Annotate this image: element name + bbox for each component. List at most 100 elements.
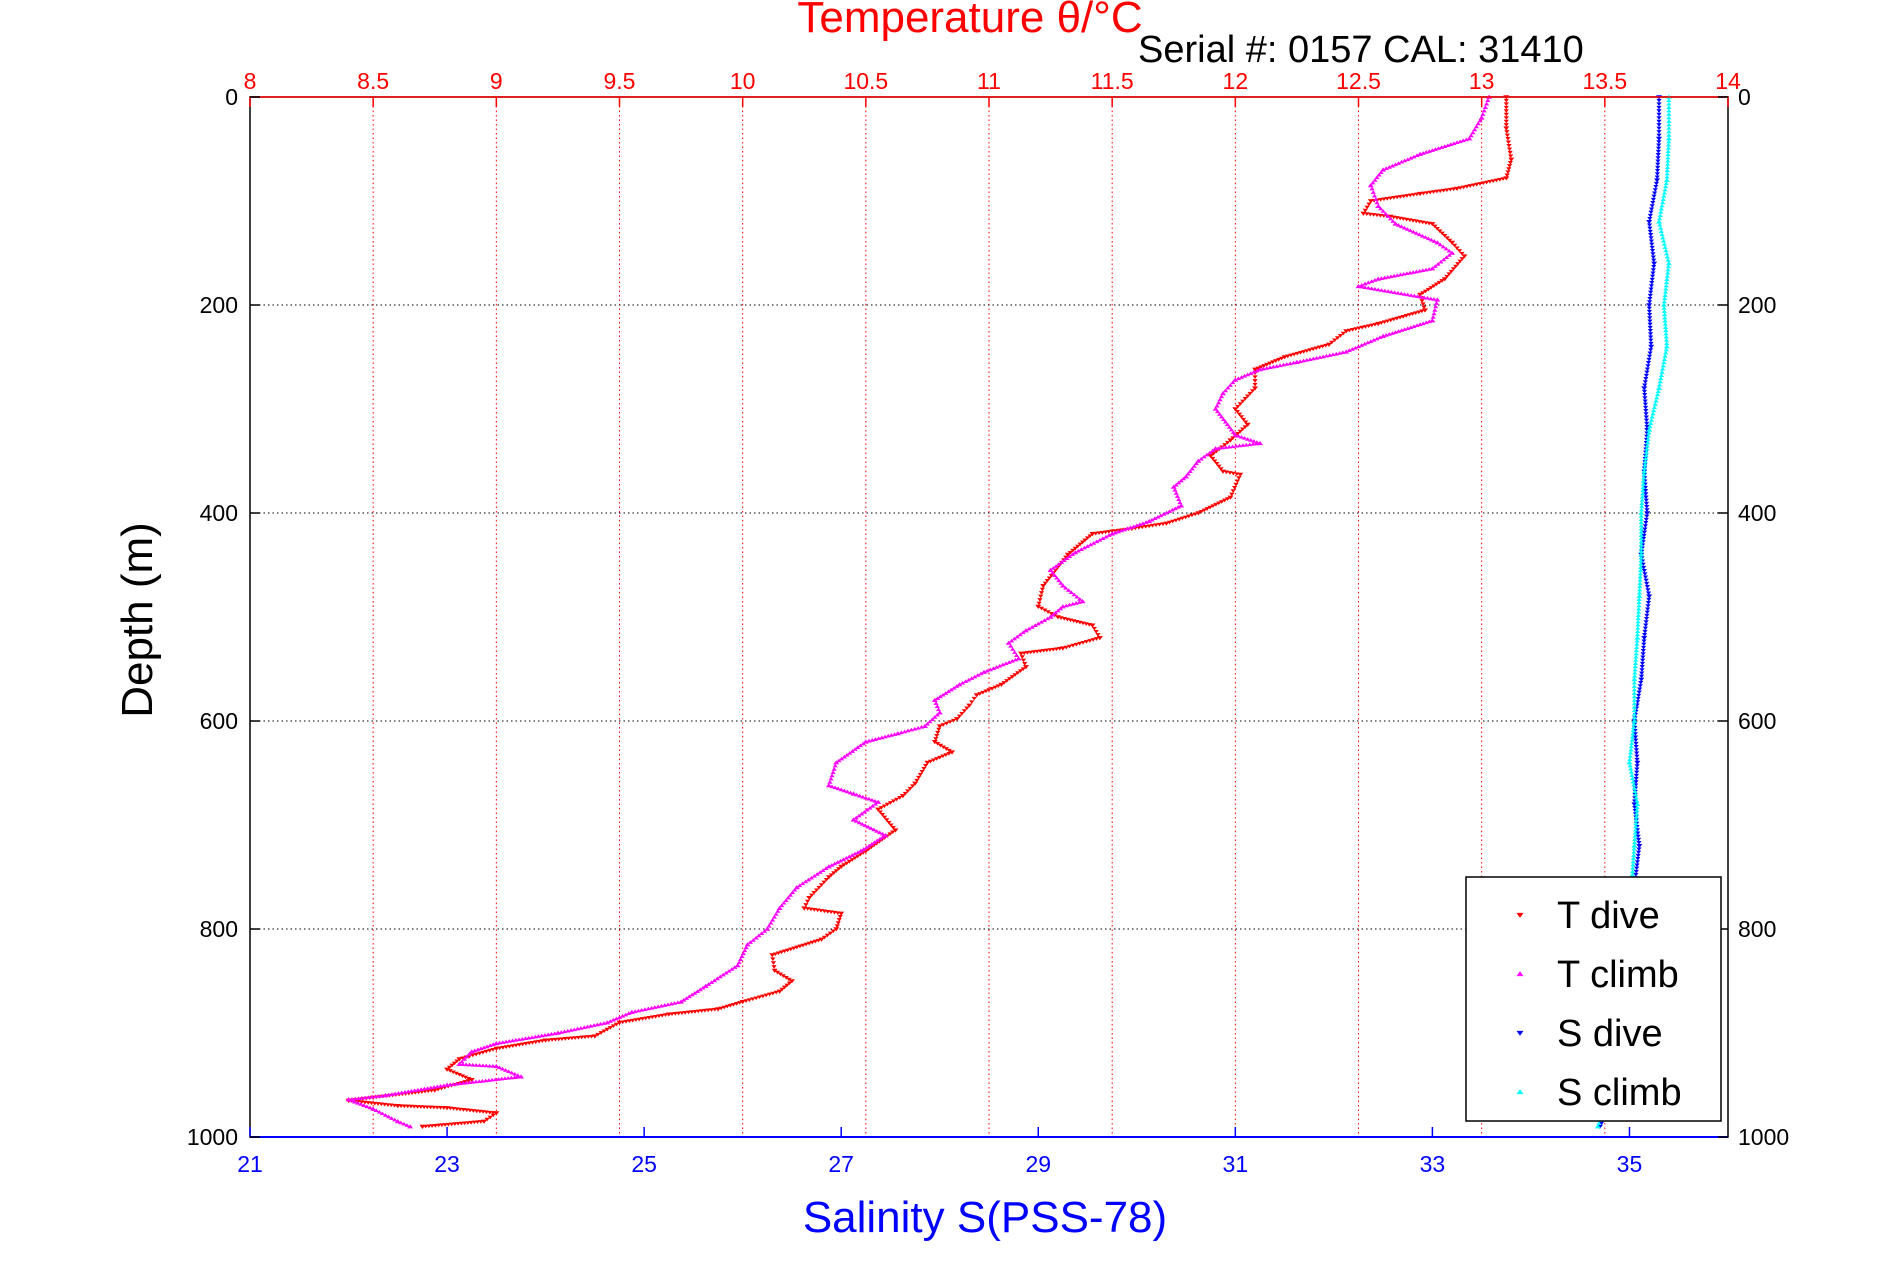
data-point-t-climb — [717, 974, 723, 979]
data-point-s-climb — [1628, 770, 1634, 774]
data-point-s-climb — [1663, 338, 1670, 342]
data-point-s-dive — [1633, 873, 1639, 877]
data-point-t-climb — [912, 726, 918, 731]
data-point-s-dive — [1647, 297, 1653, 301]
data-point-s-dive — [1634, 751, 1640, 756]
data-point-t-dive — [959, 711, 965, 716]
data-point-t-climb — [1385, 214, 1391, 218]
data-point-s-dive — [1647, 213, 1653, 218]
data-point-t-climb — [632, 1009, 638, 1014]
data-point-t-climb — [626, 1011, 632, 1016]
data-point-t-climb — [994, 665, 1000, 669]
data-point-t-climb — [1128, 525, 1134, 530]
data-point-t-climb — [376, 1109, 382, 1114]
data-point-t-climb — [415, 1087, 421, 1092]
legend-marker-s-dive — [1516, 1030, 1524, 1036]
data-point-t-climb — [1423, 267, 1429, 272]
data-point-t-climb — [756, 933, 762, 938]
data-point-t-dive — [1503, 102, 1509, 107]
data-point-t-climb — [852, 747, 858, 751]
data-point-t-climb — [936, 710, 943, 715]
data-point-s-dive — [1646, 594, 1653, 599]
data-point-t-climb — [349, 1098, 355, 1103]
left-axis-tick-label: 800 — [200, 916, 238, 942]
legend-marker-s-climb — [1516, 1089, 1524, 1095]
data-point-t-climb — [781, 900, 787, 905]
data-point-t-dive — [1367, 199, 1374, 204]
data-point-t-dive — [1505, 137, 1511, 141]
data-point-t-climb — [783, 898, 789, 902]
data-point-t-climb — [850, 817, 857, 822]
data-point-t-climb — [578, 1026, 584, 1030]
legend-box — [1465, 876, 1722, 1122]
data-point-t-climb — [1121, 527, 1128, 532]
data-point-t-dive — [1237, 402, 1243, 406]
data-point-t-climb — [645, 1006, 651, 1011]
top-axis-tick-label: 13 — [1469, 68, 1495, 94]
data-point-s-climb — [1637, 568, 1644, 573]
top-axis-tick-label: 13.5 — [1582, 68, 1627, 94]
data-point-t-climb — [493, 1041, 500, 1046]
data-point-t-dive — [940, 754, 946, 759]
data-point-t-climb — [1077, 597, 1083, 601]
data-point-t-climb — [1355, 283, 1362, 289]
top-axis-tick-label: 10.5 — [843, 68, 888, 94]
data-point-t-dive — [1072, 546, 1078, 551]
data-point-t-climb — [1232, 377, 1239, 382]
data-point-t-dive — [1506, 143, 1512, 148]
data-point-t-dive — [1437, 229, 1443, 233]
data-point-t-dive — [947, 720, 953, 724]
data-point-s-climb — [1596, 1121, 1602, 1126]
data-point-s-climb — [1657, 222, 1663, 227]
data-point-t-dive — [487, 1048, 493, 1053]
data-point-s-climb — [1631, 722, 1637, 726]
data-point-s-dive — [1647, 226, 1653, 231]
data-point-t-climb — [1047, 614, 1054, 619]
data-point-t-climb — [948, 687, 954, 692]
data-point-t-climb — [829, 863, 835, 867]
data-point-s-climb — [1665, 261, 1672, 266]
data-point-t-dive — [1507, 150, 1513, 155]
data-point-t-climb — [652, 1005, 658, 1009]
data-point-s-climb — [1629, 773, 1635, 777]
data-point-t-climb — [870, 803, 876, 808]
data-point-t-climb — [855, 745, 861, 750]
data-point-t-climb — [552, 1031, 558, 1036]
data-point-t-climb — [1369, 279, 1375, 283]
data-point-s-dive — [1646, 223, 1653, 228]
data-point-t-dive — [902, 791, 908, 796]
data-point-t-climb — [542, 1033, 548, 1037]
data-point-t-climb — [492, 1077, 498, 1082]
data-point-t-dive — [1020, 667, 1026, 671]
data-point-s-climb — [1631, 694, 1637, 699]
data-point-s-dive — [1654, 172, 1660, 176]
data-point-t-dive — [760, 994, 766, 999]
data-point-s-climb — [1638, 565, 1644, 569]
data-point-t-dive — [1173, 518, 1179, 523]
data-point-t-dive — [1451, 243, 1458, 248]
data-point-t-climb — [476, 1063, 483, 1067]
data-point-t-dive — [1009, 675, 1015, 679]
data-point-s-dive — [1641, 639, 1647, 644]
data-point-s-climb — [1635, 626, 1641, 630]
data-point-t-dive — [1422, 289, 1429, 294]
data-point-t-climb — [800, 881, 806, 886]
data-point-t-dive — [1242, 420, 1249, 425]
data-point-t-dive — [753, 996, 759, 1001]
data-point-t-dive — [1170, 519, 1176, 524]
data-point-s-climb — [1666, 112, 1672, 116]
data-point-t-dive — [830, 929, 836, 934]
data-point-t-climb — [1050, 612, 1056, 617]
data-point-t-dive — [775, 951, 781, 956]
data-point-t-dive — [1179, 516, 1185, 521]
data-point-t-climb — [1149, 517, 1155, 522]
bottom-axis-tick-label: 29 — [1025, 1151, 1051, 1177]
data-point-t-climb — [1178, 503, 1185, 508]
data-point-t-climb — [987, 667, 993, 672]
data-point-t-dive — [1242, 397, 1248, 401]
data-point-t-climb — [692, 991, 698, 995]
data-point-t-climb — [502, 1068, 509, 1072]
data-point-t-climb — [750, 938, 756, 942]
data-point-s-climb — [1648, 418, 1655, 422]
